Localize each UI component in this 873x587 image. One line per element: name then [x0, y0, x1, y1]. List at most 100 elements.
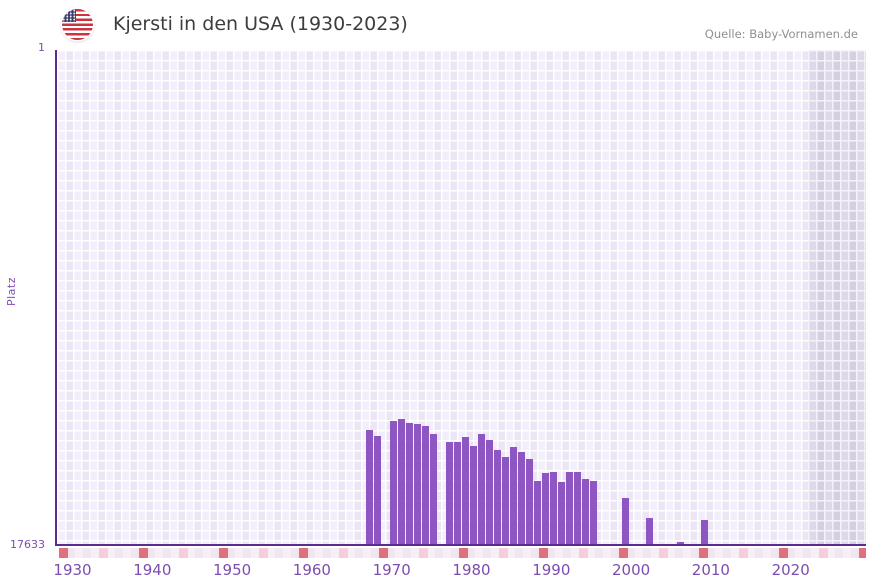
strip-cell [683, 548, 691, 558]
strip-cell [315, 548, 323, 558]
bar-1988[interactable] [533, 481, 541, 545]
x-tick-1950: 1950 [213, 561, 252, 579]
bar-1993[interactable] [573, 471, 581, 545]
strip-cell [123, 548, 131, 558]
bar-1982[interactable] [485, 440, 493, 545]
strip-cell [707, 548, 715, 558]
x-tick-1970: 1970 [372, 561, 411, 579]
strip-cell [443, 548, 451, 558]
strip-marker-soft [259, 548, 268, 558]
strip-cell [171, 548, 179, 558]
us-flag-icon [62, 9, 93, 40]
bar-1986[interactable] [517, 452, 525, 545]
strip-cell [667, 548, 675, 558]
bar-2006[interactable] [677, 541, 685, 545]
strip-marker-strong [779, 548, 788, 558]
bar-1989[interactable] [541, 473, 549, 545]
strip-cell [307, 548, 315, 558]
bars-layer [57, 50, 866, 545]
bar-1974[interactable] [422, 426, 430, 545]
strip-cell [563, 548, 571, 558]
strip-cell [715, 548, 723, 558]
strip-cell [91, 548, 99, 558]
source-credit: Quelle: Baby-Vornamen.de [704, 27, 858, 41]
strip-cell [363, 548, 371, 558]
bar-1972[interactable] [406, 423, 414, 545]
strip-cell [107, 548, 115, 558]
bar-1981[interactable] [477, 434, 485, 545]
timeline-strip [57, 548, 866, 558]
strip-marker-strong [459, 548, 468, 558]
strip-cell [547, 548, 555, 558]
strip-cell [371, 548, 379, 558]
strip-cell [515, 548, 523, 558]
y-tick-best-rank: 1 [38, 41, 45, 54]
bar-1990[interactable] [549, 471, 557, 545]
strip-cell [827, 548, 835, 558]
bar-1994[interactable] [581, 478, 589, 545]
strip-cell [795, 548, 803, 558]
strip-marker-soft [419, 548, 428, 558]
strip-cell [131, 548, 139, 558]
strip-cell [155, 548, 163, 558]
strip-cell [627, 548, 635, 558]
strip-cell [243, 548, 251, 558]
x-tick-labels: 1930 1940 1950 1960 1970 1980 1990 2000 2010 2020 [53, 561, 866, 581]
strip-cell [283, 548, 291, 558]
bar-2009[interactable] [701, 519, 709, 545]
strip-marker-strong [219, 548, 228, 558]
strip-cell [571, 548, 579, 558]
strip-cell [491, 548, 499, 558]
strip-cell [483, 548, 491, 558]
strip-marker-strong [699, 548, 708, 558]
strip-cell [643, 548, 651, 558]
bar-1971[interactable] [398, 418, 406, 545]
strip-cell [611, 548, 619, 558]
strip-cell [675, 548, 683, 558]
bar-1975[interactable] [430, 434, 438, 545]
plot-area [57, 50, 866, 545]
bar-1987[interactable] [525, 459, 533, 545]
strip-marker-soft [99, 548, 108, 558]
bar-1999[interactable] [621, 497, 629, 545]
bar-1967[interactable] [366, 430, 374, 545]
bar-1973[interactable] [414, 424, 422, 545]
y-tick-worst-rank: 17633 [10, 538, 45, 551]
strip-cell [635, 548, 643, 558]
strip-cell [651, 548, 659, 558]
bar-2002[interactable] [645, 517, 653, 545]
strip-cell [811, 548, 819, 558]
bar-1979[interactable] [462, 437, 470, 545]
bar-1992[interactable] [565, 471, 573, 545]
bar-1977[interactable] [446, 442, 454, 545]
x-tick-1980: 1980 [452, 561, 491, 579]
strip-cell [347, 548, 355, 558]
bar-1980[interactable] [470, 446, 477, 545]
strip-marker-soft [579, 548, 588, 558]
bar-1983[interactable] [493, 450, 501, 545]
bar-1970[interactable] [390, 421, 398, 545]
strip-cell [467, 548, 475, 558]
bar-1991[interactable] [557, 481, 565, 545]
bar-1984[interactable] [501, 457, 509, 545]
strip-cell [555, 548, 563, 558]
strip-cell [291, 548, 299, 558]
bar-1968[interactable] [374, 436, 382, 545]
strip-cell [755, 548, 763, 558]
strip-cell [531, 548, 539, 558]
strip-cell [771, 548, 779, 558]
strip-cell [267, 548, 275, 558]
strip-marker-strong [299, 548, 308, 558]
bar-1995[interactable] [589, 481, 597, 545]
strip-cell [235, 548, 243, 558]
strip-cell [595, 548, 603, 558]
bar-1985[interactable] [509, 447, 517, 545]
strip-marker-soft [739, 548, 748, 558]
strip-cell [403, 548, 411, 558]
bar-1978[interactable] [454, 442, 462, 545]
strip-cell [843, 548, 851, 558]
strip-marker-strong [619, 548, 628, 558]
strip-cell [323, 548, 331, 558]
strip-cell [331, 548, 339, 558]
strip-cell [787, 548, 795, 558]
